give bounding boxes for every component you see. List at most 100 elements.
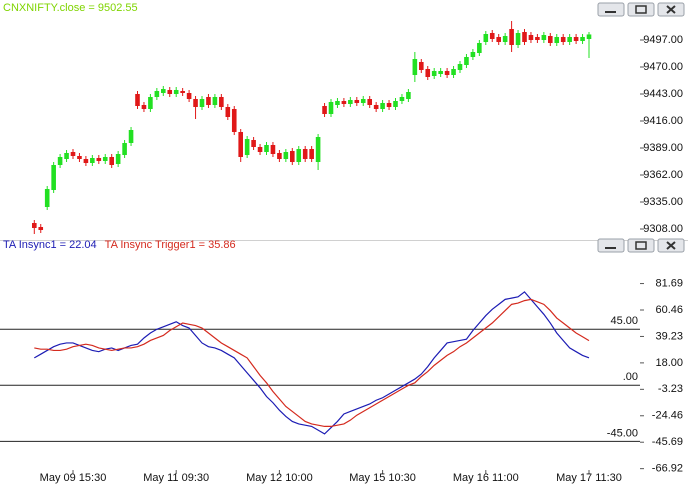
close-icon	[666, 241, 676, 250]
candle-body	[548, 36, 553, 43]
candle-body	[315, 137, 321, 162]
candle-body	[348, 100, 353, 104]
candle-body	[44, 189, 50, 207]
candle-body	[541, 35, 547, 40]
candle-body	[328, 102, 334, 114]
candle-body	[96, 158, 102, 161]
candle-body	[457, 64, 463, 70]
candle-body	[128, 130, 134, 143]
candle-body	[115, 154, 121, 164]
level-label: .00	[623, 371, 638, 383]
candle-body	[535, 37, 540, 40]
candle-body	[367, 99, 372, 105]
candle-body	[515, 33, 521, 45]
candle-body	[412, 59, 418, 75]
y-tick-label: -24.46	[652, 410, 683, 422]
candle-body	[360, 99, 366, 103]
y-tick-label: 9470.00	[643, 61, 683, 73]
restore-icon	[635, 241, 647, 250]
x-tick-label: May 11 09:30	[143, 472, 209, 484]
y-tick-label: 60.46	[655, 304, 683, 316]
candle-body	[406, 92, 411, 99]
legend-entry: TA Insync1 = 22.04	[3, 239, 97, 251]
candle-body	[173, 90, 179, 94]
candle-body	[225, 107, 231, 117]
candle-body	[560, 37, 566, 42]
minimize-button[interactable]	[597, 2, 625, 17]
candle-body	[70, 152, 76, 156]
candle-body	[522, 32, 527, 42]
candle-body	[109, 157, 114, 165]
level-label: -45.00	[607, 427, 638, 439]
candle-body	[244, 139, 250, 155]
candle-body	[32, 223, 37, 228]
candle-body	[528, 35, 534, 40]
candle-body	[186, 93, 192, 99]
x-tick-label: May 17 11:30	[556, 472, 622, 484]
candle-body	[431, 71, 437, 76]
candle-body	[206, 97, 211, 105]
candle-body	[380, 103, 385, 109]
candle-body	[489, 33, 495, 39]
candle-body	[341, 101, 347, 104]
candle-body	[464, 57, 469, 65]
candle-body	[135, 94, 140, 106]
x-tick-label: May 09 15:30	[40, 472, 107, 484]
candle-body	[296, 149, 302, 162]
candle-body	[386, 103, 392, 107]
candle-body	[264, 145, 269, 152]
y-tick-label: 9497.00	[643, 34, 683, 46]
y-tick-label: 9362.00	[643, 169, 683, 181]
candle-body	[290, 151, 295, 162]
candle-body	[148, 97, 153, 109]
candle-body	[167, 90, 173, 94]
candle-body	[83, 159, 89, 163]
candle-body	[161, 89, 166, 93]
candle-body	[122, 143, 127, 155]
candle-body	[425, 69, 431, 77]
y-tick-label: 9416.00	[643, 115, 683, 127]
candle-body	[567, 37, 572, 42]
y-tick-label: 9308.00	[643, 223, 683, 235]
candle-body	[580, 37, 585, 41]
restore-button[interactable]	[627, 238, 655, 253]
candle-body	[77, 156, 82, 159]
candle-body	[90, 158, 95, 163]
candle-body	[309, 149, 314, 159]
y-tick-label: 18.00	[655, 357, 683, 369]
x-tick-label: May 15 10:30	[349, 472, 416, 484]
restore-icon	[635, 5, 647, 14]
candle-body	[502, 36, 508, 42]
candle-body	[277, 153, 282, 159]
y-tick-label: 9389.00	[643, 142, 683, 154]
y-tick-label: 9335.00	[643, 196, 683, 208]
candle-body	[238, 132, 243, 157]
candle-body	[399, 97, 405, 101]
candle-body	[199, 99, 205, 107]
minimize-button[interactable]	[597, 238, 625, 253]
candle-body	[141, 105, 147, 109]
candle-body	[554, 37, 560, 43]
restore-button[interactable]	[627, 2, 655, 17]
candle-body	[64, 153, 69, 159]
candle-body	[451, 69, 456, 75]
candle-body	[231, 109, 237, 132]
candle-body	[438, 71, 443, 74]
y-tick-label: -66.92	[652, 463, 683, 475]
candle-body	[573, 37, 579, 41]
candle-body	[373, 105, 379, 109]
candle-body	[251, 140, 256, 147]
candle-body	[509, 29, 514, 45]
candle-body	[302, 149, 308, 159]
candle-body	[393, 101, 398, 107]
candle-body	[354, 100, 360, 103]
y-tick-label: -45.69	[652, 436, 683, 448]
candle-body	[477, 43, 482, 53]
candle-body	[444, 71, 450, 75]
window-buttons[interactable]	[597, 2, 685, 253]
legend-entry: TA Insync Trigger1 = 35.86	[105, 239, 236, 251]
candle-body	[419, 62, 424, 70]
candle-body	[483, 34, 489, 42]
